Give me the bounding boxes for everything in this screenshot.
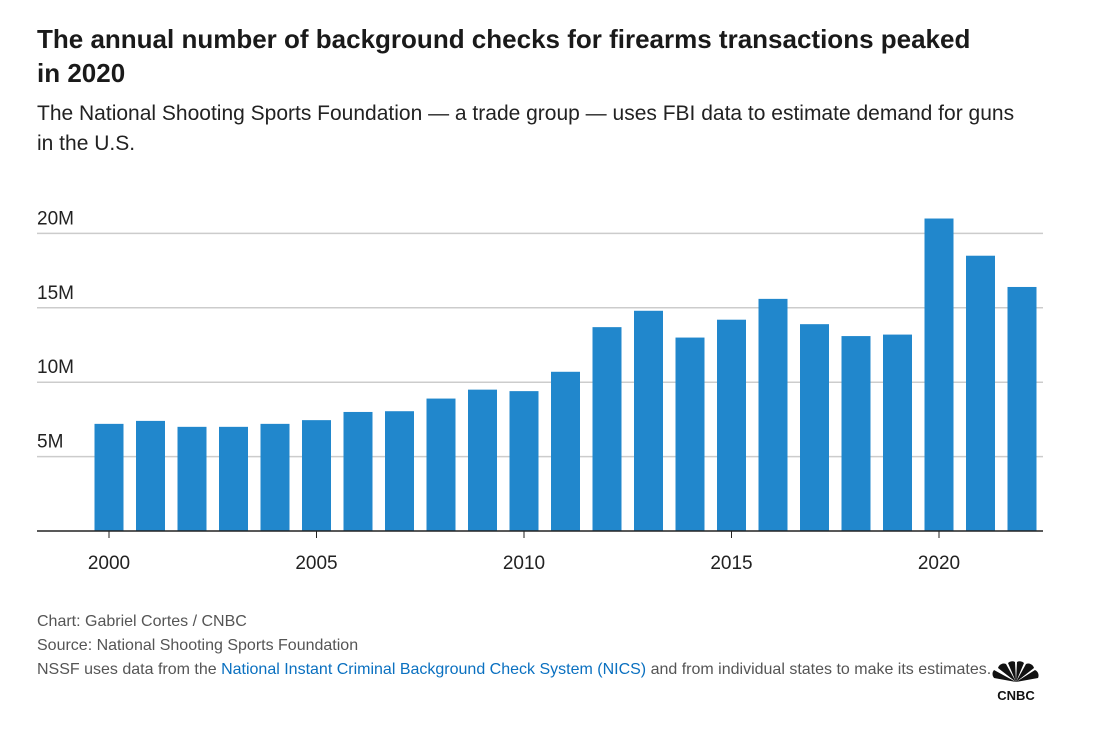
chart-credit: Chart: Gabriel Cortes / CNBC (37, 613, 247, 630)
bar (177, 426, 207, 531)
bar (551, 371, 580, 531)
x-tick-label: 2015 (710, 553, 752, 574)
bar (800, 324, 829, 531)
chart-title: The annual number of background checks f… (37, 24, 971, 88)
bar (94, 423, 124, 531)
bar (302, 420, 331, 531)
bar (883, 334, 912, 531)
bar (966, 255, 995, 531)
bar (924, 218, 954, 531)
chart-subtitle: The National Shooting Sports Foundation … (37, 102, 1015, 155)
note-text-end: and from individual states to make its e… (646, 661, 992, 678)
bar (717, 319, 746, 531)
x-tick-label: 2000 (88, 553, 130, 574)
chart-footer: Chart: Gabriel Cortes / CNBC Source: Nat… (37, 610, 997, 682)
y-tick-label: 10M (37, 357, 74, 378)
note-text: NSSF uses data from the (37, 661, 222, 678)
bar (136, 420, 165, 531)
y-tick-label: 15M (37, 283, 74, 304)
y-tick-label: 5M (37, 432, 63, 453)
x-tick-label: 2005 (295, 553, 337, 574)
chart-note: NSSF uses data from the National Instant… (37, 658, 997, 682)
bar (634, 310, 663, 531)
bar (1007, 286, 1037, 531)
chart-source: Source: National Shooting Sports Foundat… (37, 637, 359, 654)
bar (675, 337, 705, 531)
bar (343, 411, 373, 531)
bar (509, 391, 539, 531)
bar-chart: 5M 10M 15M 20M 2000 2005 2010 2015 2020 (37, 208, 1043, 574)
cnbc-logo: CNBC (988, 660, 1044, 709)
bar (841, 336, 871, 531)
nics-link[interactable]: National Instant Criminal Background Che… (221, 661, 647, 678)
bar (385, 411, 414, 531)
x-tick-label: 2020 (918, 553, 960, 574)
bar (426, 398, 456, 531)
bar (219, 426, 248, 531)
logo-text: CNBC (997, 688, 1035, 703)
bar (592, 327, 622, 531)
bar (468, 389, 497, 531)
bar (260, 423, 290, 531)
x-tick-label: 2010 (503, 553, 545, 574)
y-tick-label: 20M (37, 208, 74, 229)
bar (758, 298, 788, 531)
